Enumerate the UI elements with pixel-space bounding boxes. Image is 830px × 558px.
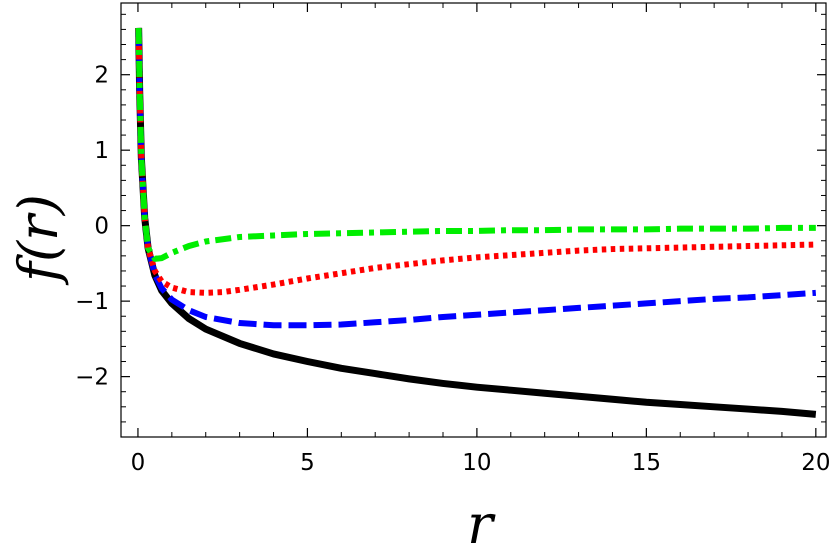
series-line-2 bbox=[135, 27, 817, 329]
x-tick-label: 15 bbox=[632, 450, 661, 476]
x-tick-label: 10 bbox=[462, 450, 491, 476]
y-axis-title: f(r) bbox=[7, 194, 70, 286]
y-tick-label: 0 bbox=[94, 214, 109, 240]
tick-labels-layer: 0 5 10 15 20 −2 −1 0 1 2 bbox=[75, 63, 830, 476]
x-tick-label: 5 bbox=[300, 450, 315, 476]
ticks-layer bbox=[121, 3, 826, 438]
x-tick-label: 20 bbox=[801, 450, 830, 476]
series-layer bbox=[135, 27, 817, 418]
y-tick-label: 1 bbox=[94, 138, 109, 164]
series-line-4 bbox=[135, 27, 816, 262]
x-tick-label: 0 bbox=[131, 450, 146, 476]
series-line-1 bbox=[135, 27, 817, 418]
y-tick-label: −1 bbox=[75, 289, 109, 315]
series-line-3 bbox=[135, 27, 816, 296]
x-axis-title: r bbox=[467, 493, 496, 556]
y-tick-label: 2 bbox=[94, 63, 109, 89]
plot-frame bbox=[120, 2, 827, 438]
y-tick-label: −2 bbox=[75, 365, 109, 391]
